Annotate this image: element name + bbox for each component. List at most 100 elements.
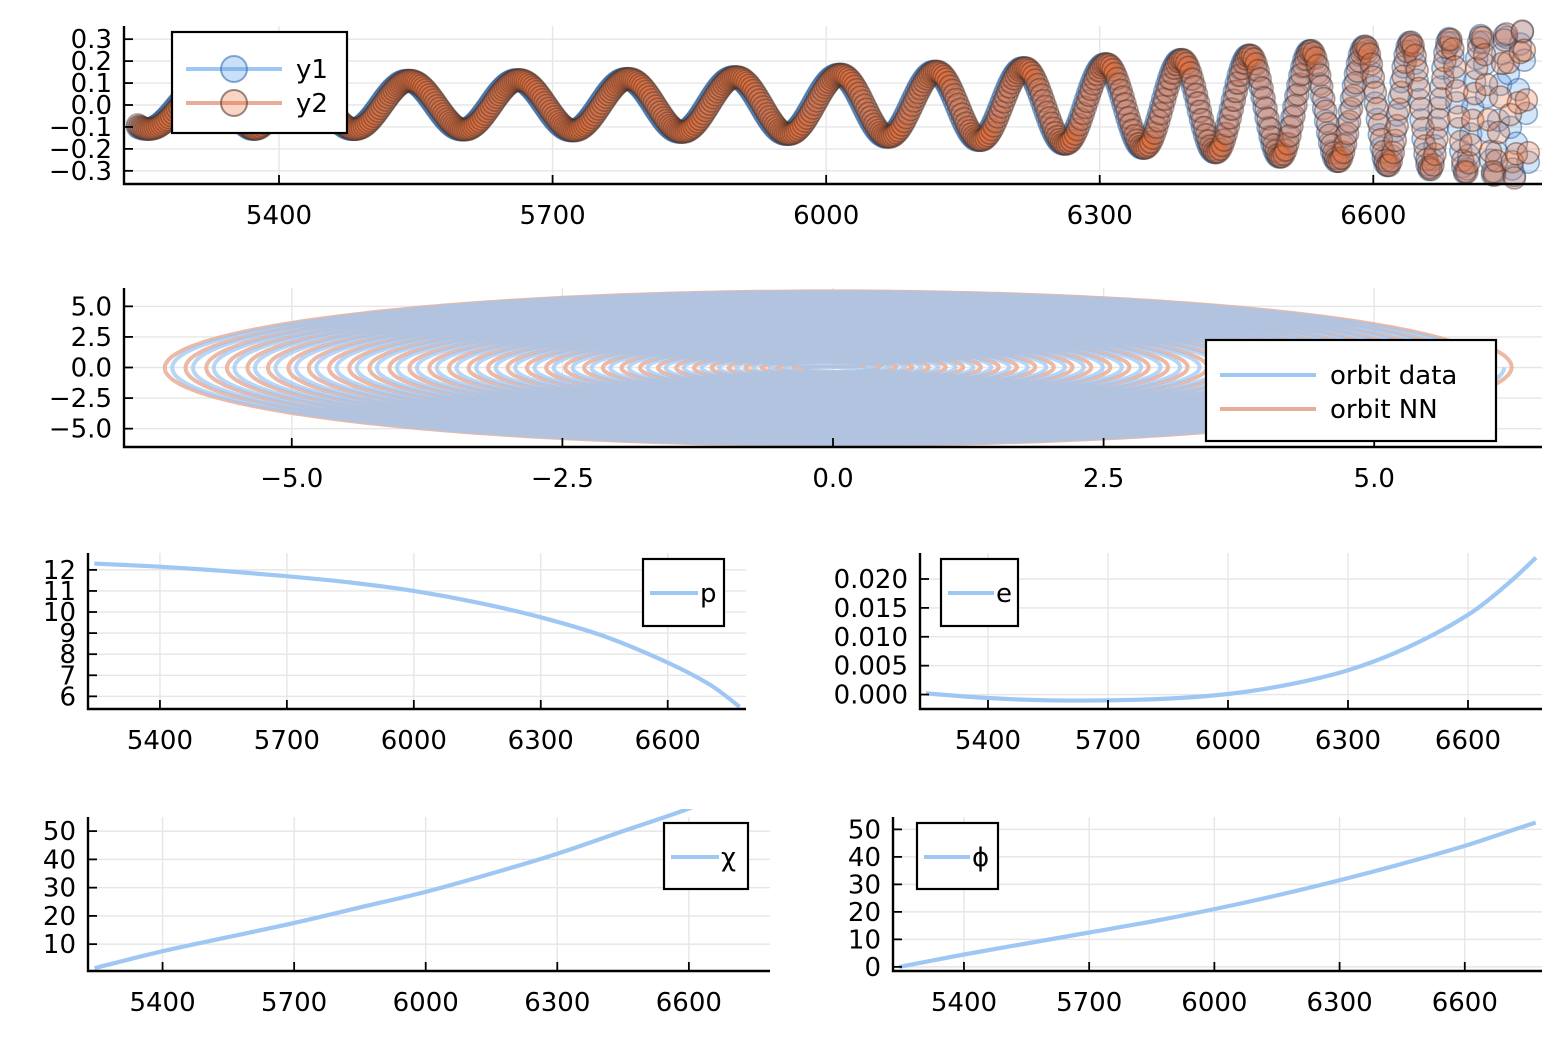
y2-point	[1433, 48, 1457, 73]
y2-point	[515, 70, 539, 95]
y2-point	[725, 65, 750, 89]
y2-point	[1238, 43, 1262, 67]
y1-point	[1506, 77, 1531, 102]
y2-point	[449, 117, 474, 142]
y2-point	[727, 65, 752, 90]
y2-point	[1051, 131, 1076, 156]
y2-point	[394, 69, 418, 93]
y2-point	[431, 102, 456, 126]
y2-point	[398, 68, 422, 93]
y2-point	[1512, 38, 1537, 63]
y2-point	[1393, 50, 1417, 75]
y2-point	[1001, 67, 1026, 91]
y2-point	[1516, 140, 1541, 165]
y2-point	[769, 119, 794, 144]
y2-point	[475, 99, 500, 124]
y2-point	[417, 82, 442, 107]
y2-point	[648, 100, 672, 124]
y2-point	[1361, 65, 1386, 90]
y2-point	[1200, 137, 1225, 162]
y2-point	[1180, 67, 1205, 92]
y2-point	[386, 74, 410, 98]
y2-point	[1337, 109, 1362, 134]
y2-point	[729, 66, 754, 91]
y2-point	[1301, 41, 1326, 65]
y2-point	[620, 67, 645, 92]
y2-point	[1367, 113, 1392, 137]
y2-point	[411, 76, 436, 100]
y2-point	[1039, 111, 1064, 136]
y2-point	[1307, 63, 1332, 87]
y2-point	[439, 111, 464, 135]
y2-point	[423, 91, 448, 115]
y2-point	[1500, 149, 1525, 174]
y2-point	[999, 70, 1024, 95]
wf-xtick-label-3: 6300	[1067, 201, 1133, 231]
y2-point	[920, 60, 945, 85]
y2-point	[878, 125, 903, 149]
legend-orbit-data-label: orbit data	[1330, 361, 1457, 391]
y2-point	[1101, 57, 1125, 82]
y2-point	[1049, 130, 1074, 154]
y2-point	[968, 128, 992, 153]
y2-point	[553, 115, 577, 139]
y2-point	[711, 72, 736, 96]
y2-point	[1226, 71, 1251, 95]
y2-point	[525, 79, 549, 104]
p-ytick-label-5: 7	[59, 661, 76, 691]
y2-point	[1095, 52, 1119, 76]
y2-point	[1093, 52, 1117, 76]
y2-point	[1292, 54, 1316, 78]
phi-ytick-label-3: 20	[848, 898, 881, 928]
series-y2	[125, 19, 1541, 190]
y2-point	[547, 109, 571, 134]
y2-point	[747, 88, 772, 112]
y2-point	[928, 60, 953, 85]
y2-point	[811, 78, 835, 103]
y2-point	[757, 105, 782, 129]
y2-point	[628, 72, 653, 97]
y2-point	[1192, 115, 1217, 140]
waveform-legend: y1 y2	[170, 30, 349, 135]
y2-point	[934, 67, 959, 91]
y2-point	[692, 101, 716, 126]
y2-point	[560, 118, 585, 143]
y2-point	[1278, 123, 1302, 148]
y1-point	[1472, 52, 1497, 76]
y2-point	[1379, 149, 1404, 173]
y2-point	[1303, 46, 1328, 70]
y2-point	[696, 95, 720, 120]
orb-xtick-label-3: 2.5	[1083, 464, 1124, 494]
e-legend: e	[939, 557, 1020, 628]
y2-point	[483, 88, 508, 112]
wf-ytick-label-0: 0.3	[71, 25, 112, 55]
y1-point	[1276, 124, 1300, 149]
y2-point	[703, 82, 728, 107]
y2-point	[1427, 107, 1451, 132]
y2-point	[1409, 96, 1433, 121]
y2-point	[415, 80, 440, 105]
phi-xtick-label-4: 6600	[1432, 988, 1498, 1018]
y2-point	[606, 71, 631, 95]
y2-point	[1419, 157, 1443, 182]
y2-point	[578, 108, 603, 132]
y2-point	[441, 113, 466, 137]
y2-point	[141, 116, 166, 141]
y2-point	[880, 124, 905, 148]
y2-point	[1423, 142, 1447, 167]
y2-point	[1317, 123, 1342, 147]
y2-point	[1248, 67, 1272, 91]
y2-point	[549, 111, 573, 136]
y2-point	[912, 69, 937, 94]
y2-point	[1045, 124, 1070, 149]
y2-point	[932, 64, 957, 89]
y1-point	[1218, 97, 1243, 122]
y2-point	[950, 102, 974, 126]
chi-axis-lines	[86, 817, 770, 973]
y2-point	[1107, 72, 1131, 96]
y2-point	[1011, 56, 1036, 80]
y2-point	[1174, 51, 1199, 76]
y2-point	[551, 113, 575, 138]
y1-point	[1423, 134, 1447, 158]
